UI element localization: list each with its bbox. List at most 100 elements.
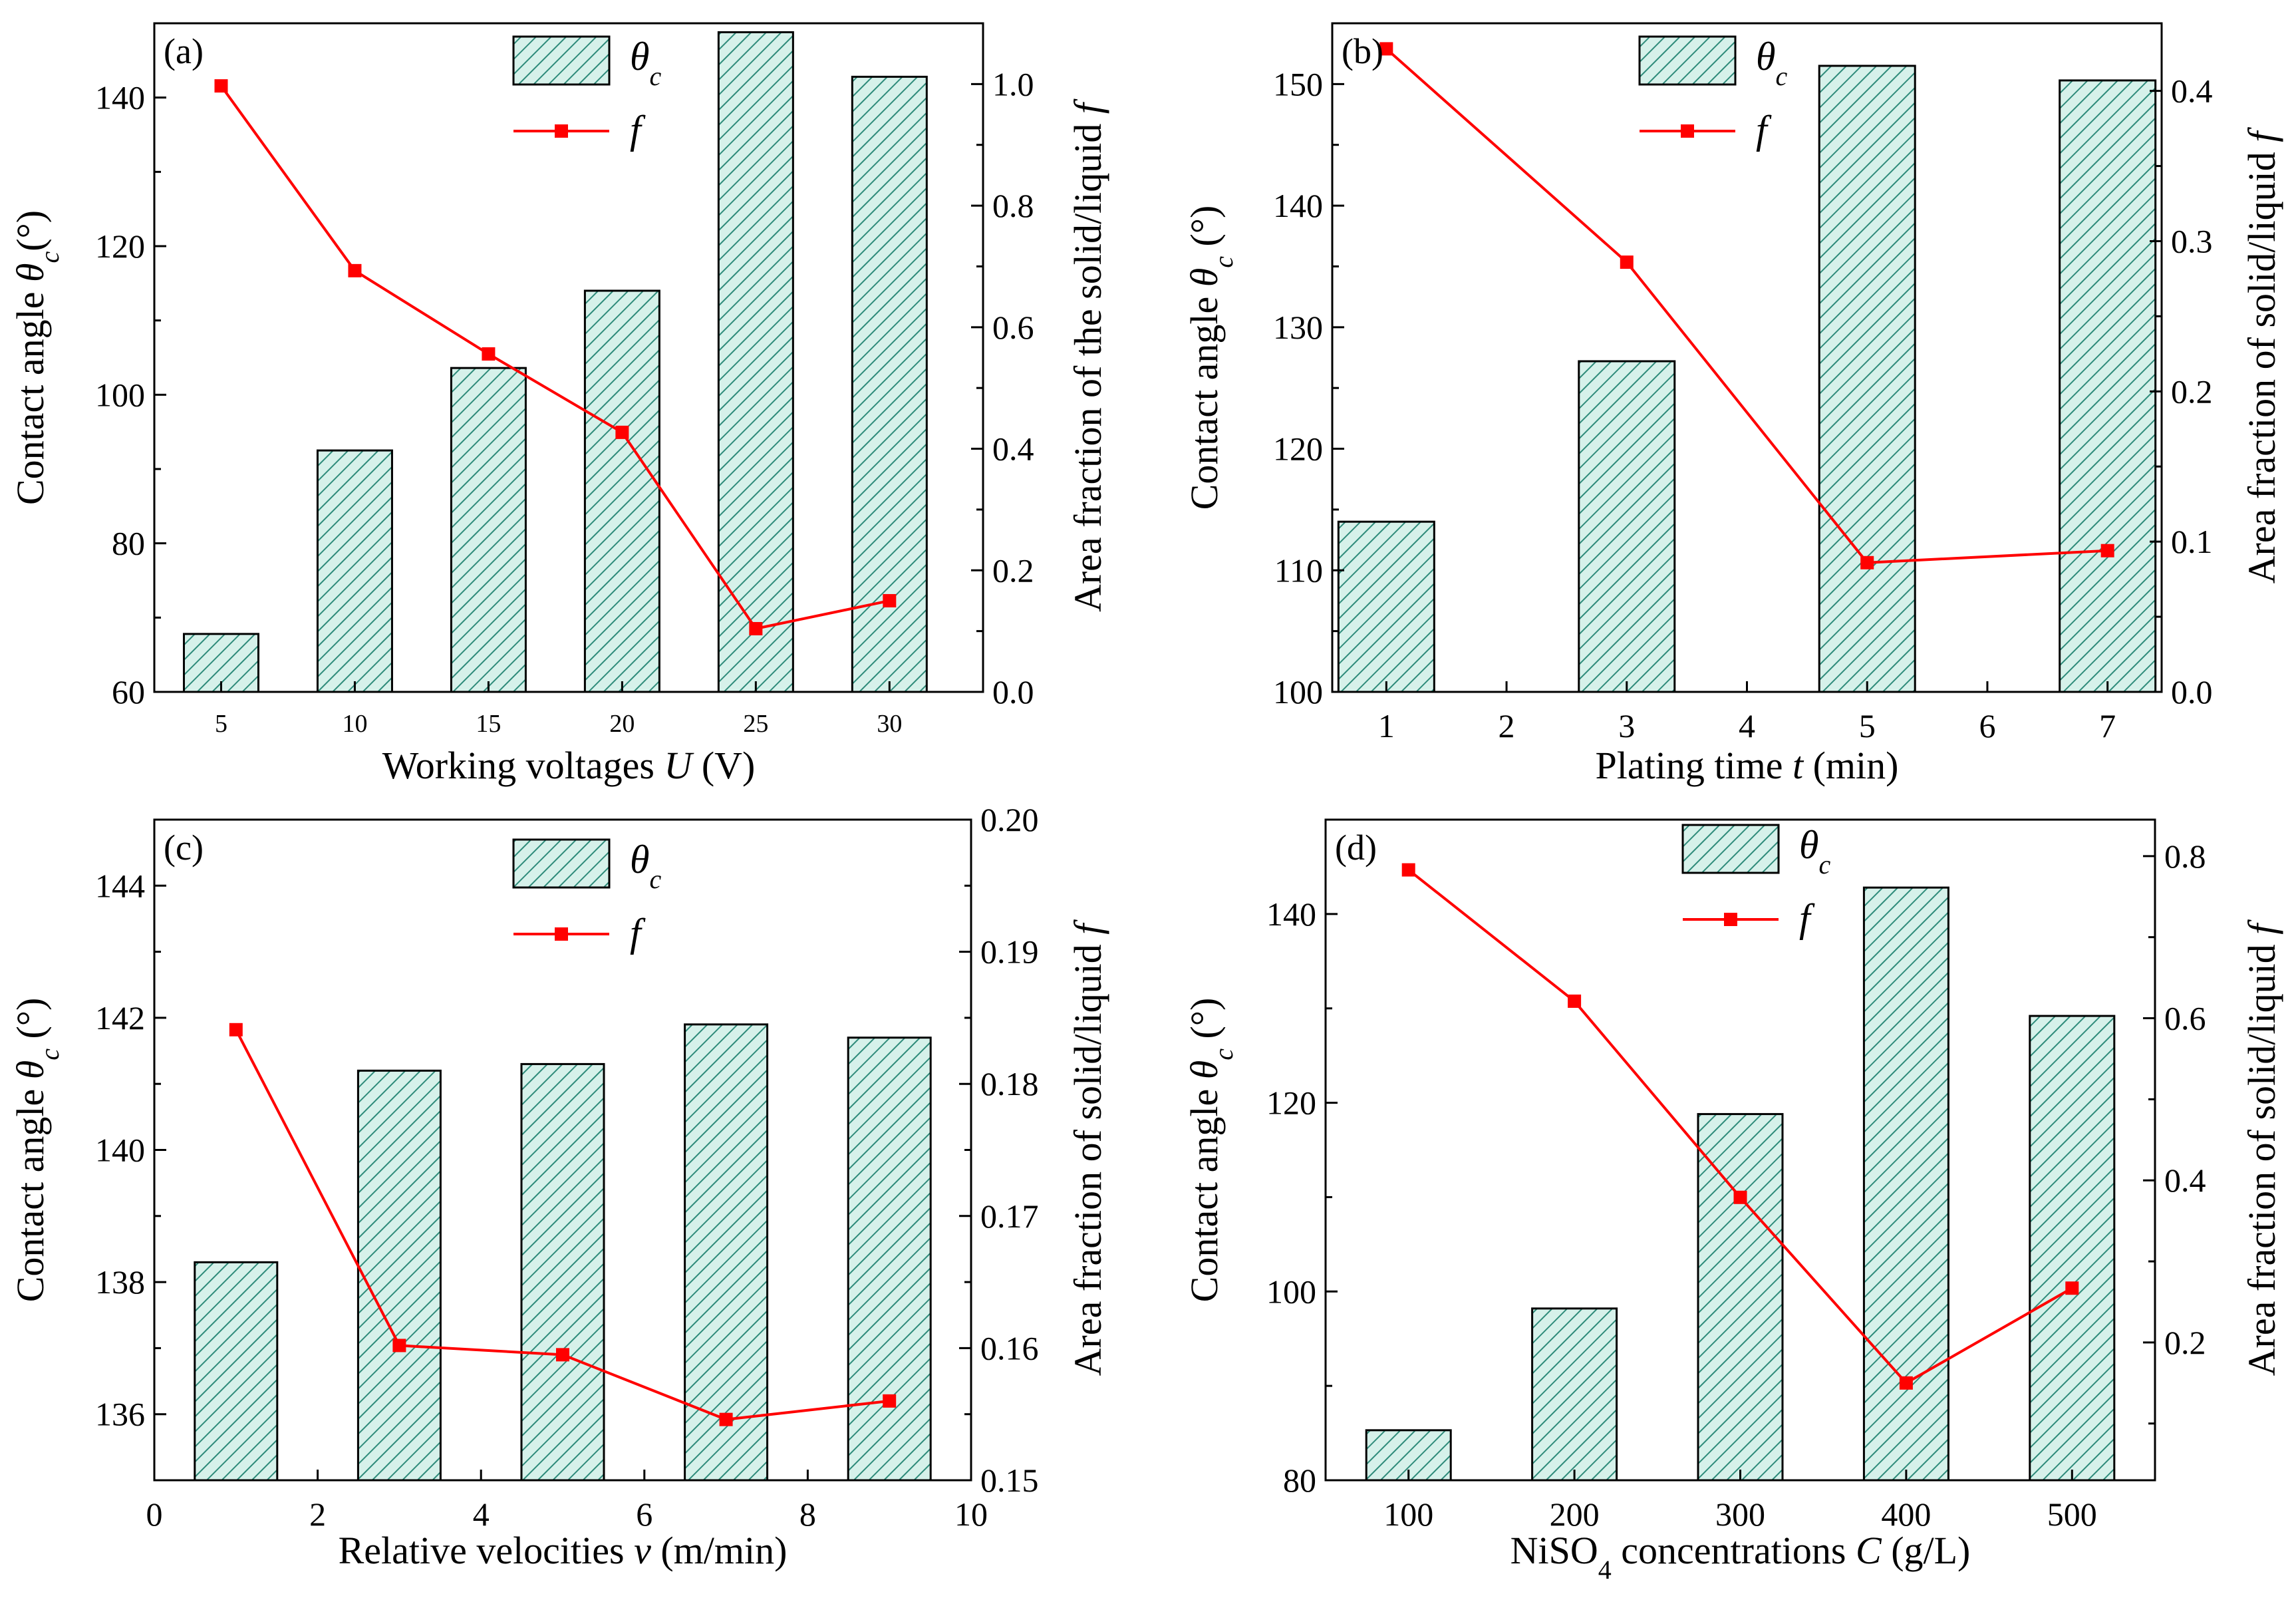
- bar-contact-angle: [194, 1261, 279, 1482]
- y2-tick-label: 0.4: [2171, 73, 2213, 110]
- y-tick-label: 60: [112, 673, 145, 711]
- point-f: [392, 1339, 406, 1353]
- panel-label: (b): [1342, 31, 1383, 71]
- y-tick-label: 100: [1266, 1273, 1316, 1310]
- legend-bar-swatch: [1681, 824, 1780, 874]
- y-tick-label: 80: [1283, 1462, 1316, 1499]
- point-f: [615, 425, 629, 439]
- y2-tick-label: 0.0: [2171, 673, 2213, 711]
- y2-tick-label: 0.16: [980, 1329, 1039, 1366]
- y-tick-label: 80: [112, 525, 145, 562]
- x-tick-label: 300: [1715, 1496, 1765, 1533]
- x-tick-label: 400: [1881, 1496, 1931, 1533]
- legend-theta-label: θc: [630, 838, 661, 894]
- y2-axis-title: Area fraction of solid/liquid f: [2240, 127, 2283, 584]
- x-axis-title: Relative velocities v (m/min): [339, 1529, 788, 1572]
- y2-tick-label: 0.20: [980, 801, 1039, 838]
- x-tick-label: 1: [1378, 707, 1395, 744]
- series-line-f: [1385, 47, 2108, 564]
- y2-tick-label: 0.8: [992, 187, 1034, 224]
- legend-f-label: f: [630, 108, 646, 152]
- panel-label: (a): [164, 31, 204, 71]
- bar-contact-angle: [520, 1062, 605, 1482]
- y-tick-label: 120: [95, 228, 145, 265]
- y2-tick-label: 0.4: [2164, 1162, 2206, 1199]
- bar-contact-angle: [316, 449, 393, 693]
- bar-contact-angle: [1531, 1307, 1618, 1482]
- x-tick-label: 4: [1739, 707, 1755, 744]
- legend-theta-label: θc: [1756, 35, 1787, 91]
- y-tick-label: 140: [1266, 895, 1316, 933]
- y2-tick-label: 0.19: [980, 933, 1039, 971]
- y-tick-label: 120: [1266, 1084, 1316, 1122]
- bar-contact-angle: [450, 367, 527, 693]
- legend-line-marker: [1681, 124, 1694, 138]
- panel-label: (c): [164, 828, 204, 868]
- x-tick-label: 30: [877, 710, 902, 738]
- y-tick-label: 130: [1273, 309, 1323, 346]
- x-tick-label: 5: [215, 710, 227, 738]
- x-tick-label: 15: [476, 710, 501, 738]
- y2-tick-label: 0.2: [2171, 373, 2213, 410]
- y2-axis-title: Area fraction of the solid/liquid f: [1066, 98, 1109, 612]
- y-tick-label: 140: [1273, 187, 1323, 224]
- chart-panel-c: 136 138 140 142 144 0.15 0.16 0.17 0.18 0.19 0.20 0…: [9, 801, 1109, 1572]
- chart-panel-d: 80 100 120 140 0.2 0.4 0.6 0.8 100 200 300 400 500 (d…: [1183, 818, 2283, 1585]
- legend-f-label: f: [1756, 108, 1772, 152]
- legend-f-label: f: [1799, 896, 1815, 940]
- legend-bar-swatch: [1638, 35, 1737, 86]
- point-f: [482, 347, 496, 361]
- y-tick-label: 100: [95, 376, 145, 413]
- x-tick-label: 100: [1383, 1496, 1433, 1533]
- x-tick-label: 10: [342, 710, 367, 738]
- y2-tick-label: 0.0: [992, 673, 1034, 711]
- point-f: [348, 263, 362, 277]
- bar-contact-angle: [357, 1069, 442, 1482]
- point-f: [883, 1394, 897, 1408]
- y2-tick-label: 0.3: [2171, 222, 2213, 259]
- y-tick-label: 100: [1273, 673, 1323, 711]
- point-f: [1860, 556, 1874, 569]
- y2-tick-label: 0.2: [992, 552, 1034, 589]
- chart-panel-a: 60 80 100 120 140 0.0 0.2 0.4 0.6 0.8 1.0 5 10 15 20 25…: [9, 22, 1109, 787]
- y2-tick-label: 0.15: [980, 1462, 1039, 1499]
- x-tick-label: 4: [473, 1496, 490, 1533]
- x-tick-label: 3: [1618, 707, 1635, 744]
- y-tick-label: 144: [95, 867, 145, 904]
- bar-contact-angle: [1337, 520, 1435, 693]
- y2-axis-title: Area fraction of solid/liquid f: [1066, 919, 1109, 1376]
- y-axis-title: Contact angle θc (°): [1183, 206, 1238, 510]
- x-tick-label: 2: [1499, 707, 1515, 744]
- point-f: [1899, 1376, 1913, 1390]
- bar-contact-angle: [1818, 65, 1916, 693]
- x-tick-label: 25: [743, 710, 768, 738]
- x-tick-label: 6: [636, 1496, 652, 1533]
- legend-line-marker: [555, 124, 568, 138]
- x-tick-label: 0: [146, 1496, 163, 1533]
- y-tick-label: 140: [95, 79, 145, 116]
- y2-tick-label: 0.6: [992, 309, 1034, 346]
- y2-axis-title: Area fraction of solid/liquid f: [2240, 919, 2283, 1376]
- x-tick-label: 20: [609, 710, 635, 738]
- x-tick-label: 200: [1550, 1496, 1600, 1533]
- x-tick-label: 6: [1979, 707, 1995, 744]
- y2-tick-label: 0.8: [2164, 838, 2206, 875]
- x-tick-label: 5: [1859, 707, 1876, 744]
- point-f: [1733, 1190, 1747, 1204]
- x-tick-label: 8: [799, 1496, 816, 1533]
- y-tick-label: 136: [95, 1396, 145, 1433]
- bar-contact-angle: [1578, 360, 1676, 693]
- bar-contact-angle: [851, 75, 928, 693]
- x-tick-label: 10: [954, 1496, 988, 1533]
- point-f: [2100, 544, 2114, 558]
- y2-tick-label: 0.18: [980, 1065, 1039, 1102]
- point-f: [749, 621, 763, 635]
- y-axis-title: Contact angle θc (°): [1183, 998, 1238, 1303]
- series-line-f: [219, 84, 890, 631]
- legend-bar-swatch: [512, 35, 611, 86]
- y2-tick-label: 0.17: [980, 1198, 1039, 1235]
- x-tick-label: 500: [2047, 1496, 2097, 1533]
- x-axis-title: Working voltages U (V): [382, 744, 756, 787]
- y2-tick-label: 0.2: [2164, 1324, 2206, 1361]
- point-f: [1401, 863, 1415, 877]
